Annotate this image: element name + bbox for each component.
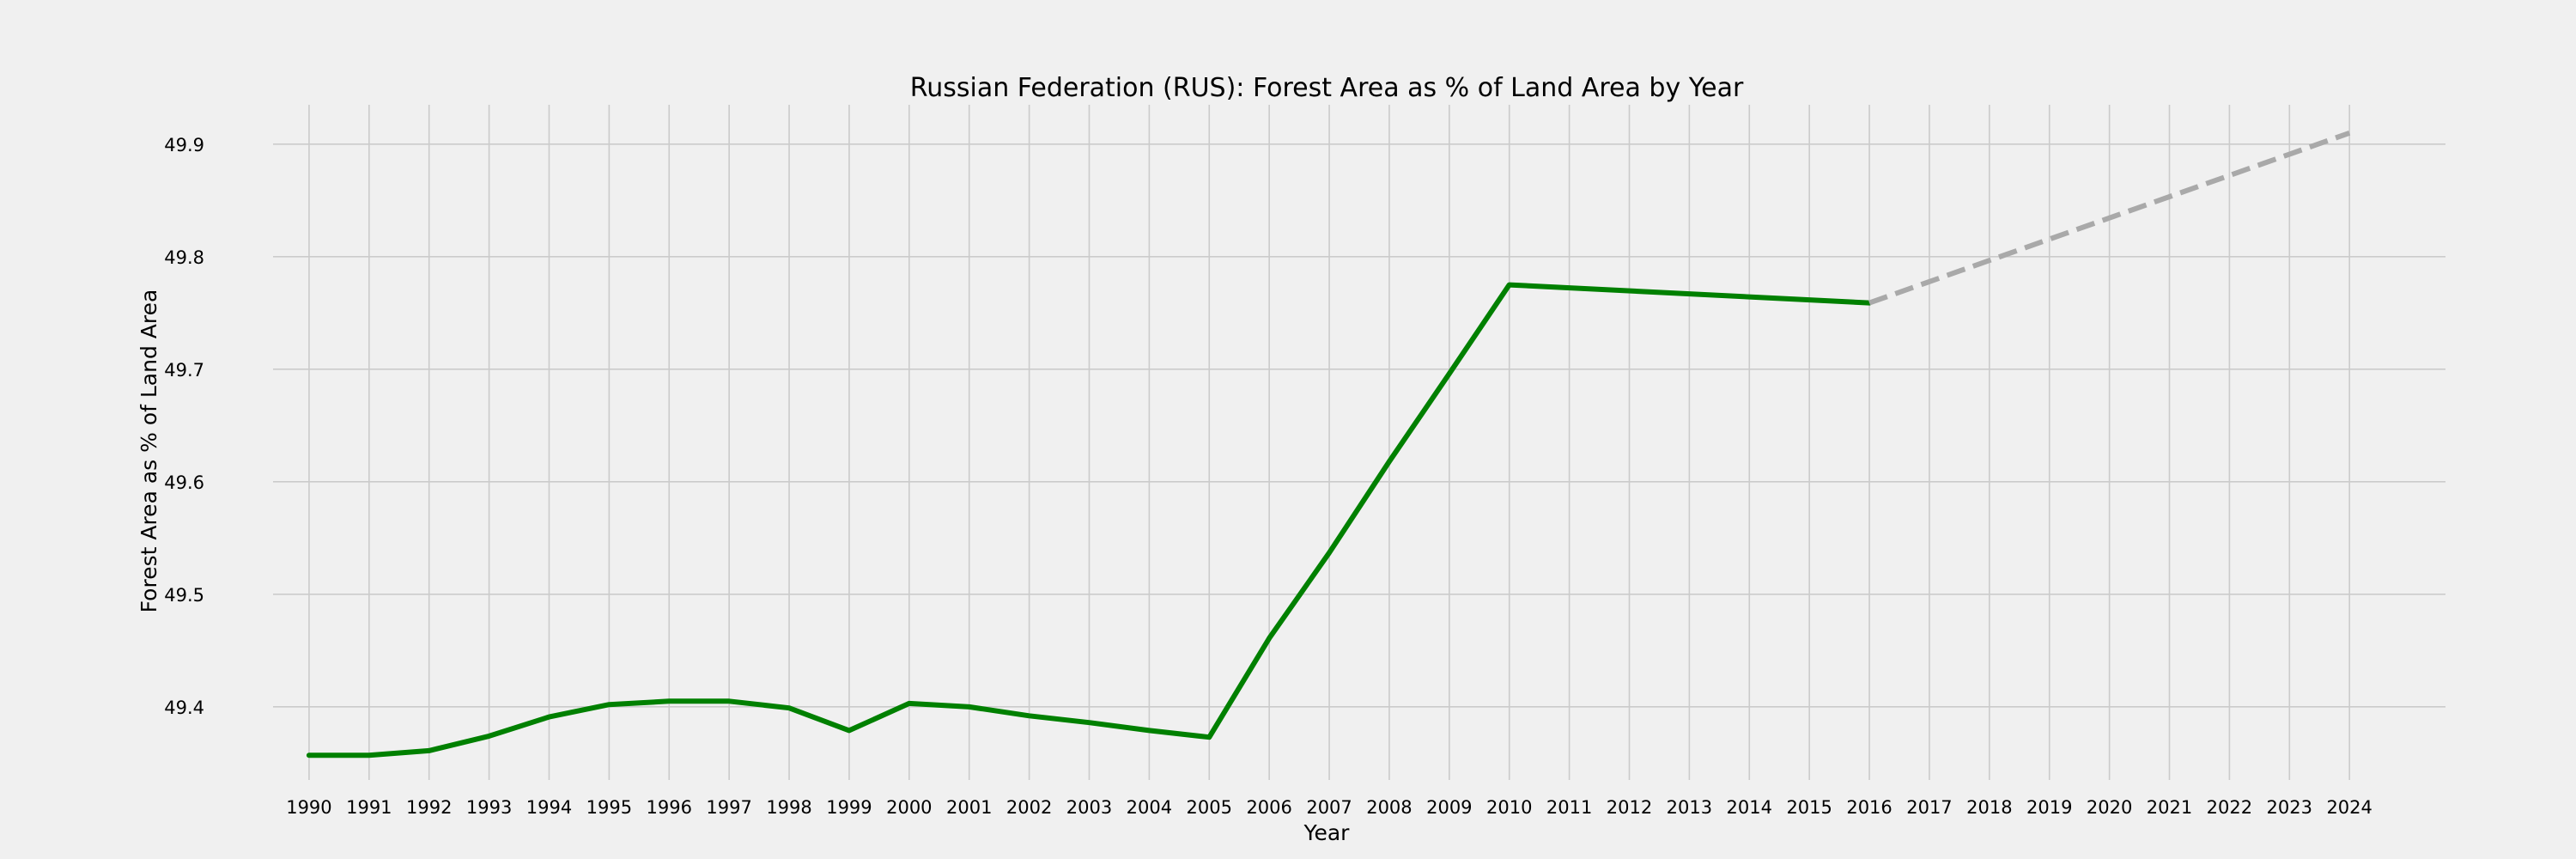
x-tick-label: 2013 — [1667, 797, 1712, 818]
x-tick-label: 1997 — [706, 797, 751, 818]
x-tick-label: 2009 — [1426, 797, 1472, 818]
x-tick-label: 2011 — [1546, 797, 1592, 818]
x-tick-labels: 1990 1991 1992 1993 1994 1995 1996 1997 1998 1999… — [286, 797, 2372, 818]
x-tick-label: 1998 — [766, 797, 811, 818]
x-tick-label: 2021 — [2147, 797, 2192, 818]
x-tick-label: 2003 — [1066, 797, 1112, 818]
y-tick-label: 49.5 — [164, 585, 204, 606]
y-tick-label: 49.8 — [164, 247, 204, 268]
x-tick-label: 1990 — [286, 797, 331, 818]
x-tick-label: 2004 — [1127, 797, 1172, 818]
x-axis-label: Year — [1303, 820, 1351, 845]
x-tick-label: 2006 — [1246, 797, 1291, 818]
series-lines — [306, 130, 2351, 758]
x-tick-label: 2017 — [1906, 797, 1952, 818]
x-tick-label: 2023 — [2267, 797, 2312, 818]
y-tick-label: 49.9 — [164, 135, 204, 155]
y-tick-label: 49.4 — [164, 698, 204, 718]
y-tick-label: 49.7 — [164, 360, 204, 381]
projection-line — [1868, 130, 2351, 306]
chart-title: Russian Federation (RUS): Forest Area as… — [910, 73, 1744, 103]
x-tick-label: 1991 — [346, 797, 392, 818]
x-tick-label: 2020 — [2087, 797, 2132, 818]
x-tick-label: 1999 — [826, 797, 872, 818]
x-tick-label: 1993 — [466, 797, 512, 818]
forest-area-line — [306, 282, 1873, 758]
x-tick-label: 2014 — [1727, 797, 1772, 818]
x-tick-label: 2000 — [886, 797, 932, 818]
x-tick-label: 1995 — [586, 797, 632, 818]
x-tick-label: 2024 — [2326, 797, 2372, 818]
x-tick-label: 2015 — [1786, 797, 1832, 818]
x-tick-label: 2016 — [1846, 797, 1892, 818]
y-axis-label: Forest Area as % of Land Area — [137, 289, 161, 613]
x-tick-label: 1996 — [647, 797, 692, 818]
y-tick-labels: 49.4 49.5 49.6 49.7 49.8 49.9 — [164, 135, 204, 718]
x-tick-label: 2012 — [1607, 797, 1652, 818]
y-tick-label: 49.6 — [164, 472, 204, 493]
x-tick-label: 1994 — [526, 797, 572, 818]
x-tick-label: 2007 — [1306, 797, 1352, 818]
x-tick-label: 2005 — [1187, 797, 1232, 818]
x-tick-label: 2019 — [2026, 797, 2072, 818]
x-tick-label: 2008 — [1366, 797, 1412, 818]
x-tick-label: 1992 — [406, 797, 452, 818]
x-tick-label: 2018 — [1966, 797, 2012, 818]
x-tick-label: 2002 — [1006, 797, 1052, 818]
x-tick-label: 2022 — [2207, 797, 2252, 818]
grid — [273, 105, 2445, 780]
x-tick-label: 2010 — [1486, 797, 1532, 818]
x-tick-label: 2001 — [946, 797, 992, 818]
